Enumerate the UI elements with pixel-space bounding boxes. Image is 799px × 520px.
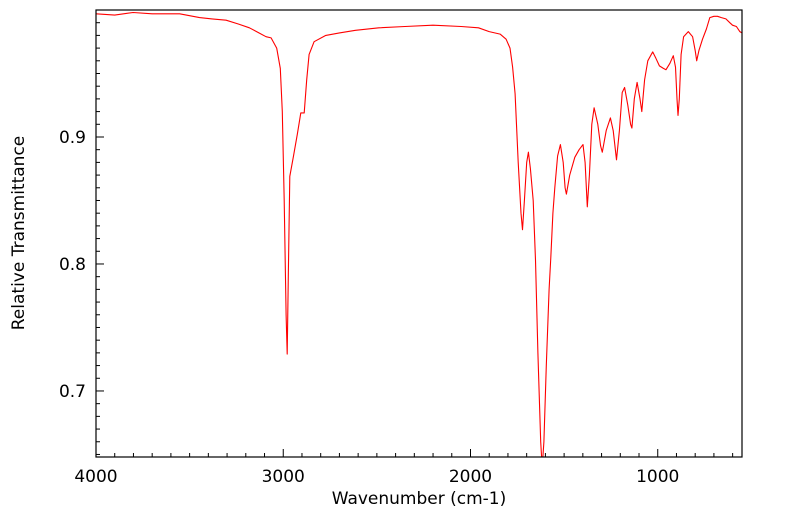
y-tick-label: 0.7 (59, 382, 86, 402)
x-tick-label: 1000 (636, 467, 679, 487)
spectrum-line (96, 11, 742, 457)
y-axis-label: Relative Transmittance (9, 136, 29, 331)
axis-ticks (95, 9, 734, 457)
x-axis-label: Wavenumber (cm-1) (332, 489, 507, 509)
x-tick-label: 3000 (262, 467, 305, 487)
x-tick-label: 2000 (449, 467, 492, 487)
plot-frame (95, 9, 743, 458)
y-tick-label: 0.9 (59, 128, 86, 148)
y-tick-label: 0.8 (59, 255, 86, 275)
x-tick-label: 4000 (74, 467, 117, 487)
